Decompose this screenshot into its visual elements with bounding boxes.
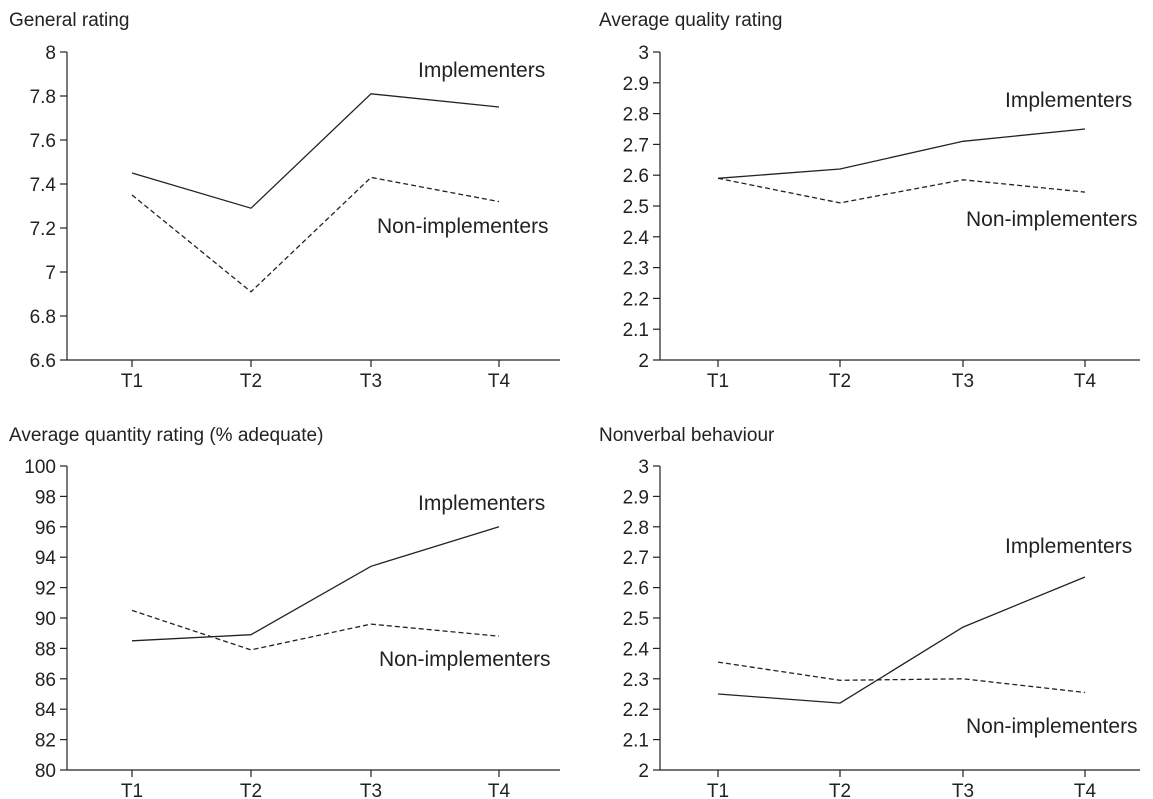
x-tick-label: T3 xyxy=(952,781,974,799)
y-tick-label: 2.1 xyxy=(623,320,649,341)
chart-plot: 6.6 6.8 7 7.2 7.4 7.6 7.8 8 T1 T2 T3 T4 Implementers… xyxy=(30,43,560,392)
chart-average-quantity-rating: Average quantity rating (% adequate) 80 8… xyxy=(0,400,580,799)
chart-plot: 2 2.1 2.2 2.3 2.4 2.5 2.6 2.7 2.8 2.9 3 T1 T2 T3 T4 Imp… xyxy=(623,457,1140,799)
x-tick-label: T2 xyxy=(240,781,262,799)
series-label: Implementers xyxy=(418,59,545,82)
series-line-non-implementers xyxy=(717,661,1086,694)
y-tick-label: 100 xyxy=(24,457,56,478)
series-line-implementers xyxy=(717,576,1086,704)
x-tick-label: T3 xyxy=(360,371,382,392)
y-tick-label: 2.1 xyxy=(623,731,649,752)
y-tick-label: 88 xyxy=(35,639,56,660)
series-line-implementers xyxy=(717,128,1086,179)
series-line-implementers xyxy=(131,93,500,209)
y-tick-label: 2.7 xyxy=(623,548,649,569)
y-tick-label: 7.6 xyxy=(30,131,56,152)
x-tick-label: T4 xyxy=(488,371,511,392)
y-tick-label: 90 xyxy=(35,609,56,630)
y-tick-label: 80 xyxy=(35,761,56,782)
y-tick-label: 2.3 xyxy=(623,259,649,280)
series-label: Implementers xyxy=(418,492,545,515)
y-tick-label: 86 xyxy=(35,670,56,691)
x-tick-label: T4 xyxy=(1074,371,1097,392)
y-tick-label: 7 xyxy=(45,263,56,284)
y-tick-label: 2 xyxy=(638,761,649,782)
x-tick-label: T1 xyxy=(121,371,143,392)
chart-average-quality-rating: Average quality rating 2 2.1 2.2 2.3 2.4 2.5 2… xyxy=(575,0,1153,400)
y-tick-label: 2.4 xyxy=(623,228,650,249)
chart-title: General rating xyxy=(9,10,130,31)
chart-title: Average quantity rating (% adequate) xyxy=(9,425,324,446)
y-tick-label: 7.4 xyxy=(30,175,57,196)
y-tick-label: 2.5 xyxy=(623,197,649,218)
x-tick-label: T1 xyxy=(707,371,729,392)
y-tick-label: 7.8 xyxy=(30,87,56,108)
y-tick-label: 2.2 xyxy=(623,289,649,310)
y-tick-label: 2.6 xyxy=(623,166,649,187)
y-tick-label: 98 xyxy=(35,487,56,508)
x-tick-label: T3 xyxy=(952,371,974,392)
y-tick-label: 7.2 xyxy=(30,219,56,240)
y-tick-label: 2 xyxy=(638,351,649,372)
y-tick-label: 2.6 xyxy=(623,579,649,600)
y-tick-label: 2.2 xyxy=(623,700,649,721)
series-line-non-implementers xyxy=(717,177,1086,204)
y-tick-label: 2.9 xyxy=(623,74,649,95)
series-line-non-implementers xyxy=(131,609,500,651)
y-tick-label: 6.6 xyxy=(30,351,56,372)
y-tick-label: 2.8 xyxy=(623,105,649,126)
y-tick-label: 94 xyxy=(35,548,57,569)
y-tick-label: 2.8 xyxy=(623,518,649,539)
y-tick-label: 2.7 xyxy=(623,135,649,156)
x-tick-label: T3 xyxy=(360,781,382,799)
series-label: Implementers xyxy=(1005,89,1132,112)
series-line-implementers xyxy=(131,526,500,642)
series-line-non-implementers xyxy=(131,176,500,293)
x-tick-label: T2 xyxy=(240,371,262,392)
chart-title: Average quality rating xyxy=(599,10,783,31)
y-tick-label: 3 xyxy=(638,457,649,478)
x-tick-label: T4 xyxy=(488,781,511,799)
series-label: Non-implementers xyxy=(966,208,1138,231)
y-tick-label: 2.5 xyxy=(623,609,649,630)
series-label: Non-implementers xyxy=(379,648,551,671)
y-tick-label: 2.3 xyxy=(623,670,649,691)
y-tick-label: 84 xyxy=(35,700,57,721)
x-tick-label: T2 xyxy=(829,781,851,799)
y-tick-label: 92 xyxy=(35,579,56,600)
series-label: Non-implementers xyxy=(966,715,1138,738)
y-tick-label: 82 xyxy=(35,731,56,752)
chart-nonverbal-behaviour: Nonverbal behaviour 2 2.1 2.2 2.3 2.4 2.5 2.6 2… xyxy=(575,400,1153,799)
chart-plot: 80 82 84 86 88 90 92 94 96 98 100 T1 T2 T3 T4 Implement… xyxy=(24,457,560,799)
chart-plot: 2 2.1 2.2 2.3 2.4 2.5 2.6 2.7 2.8 2.9 3 T1 T2 T3 T4 Imp… xyxy=(623,43,1140,392)
x-tick-label: T2 xyxy=(829,371,851,392)
y-tick-label: 96 xyxy=(35,518,56,539)
x-tick-label: T1 xyxy=(121,781,143,799)
x-tick-label: T4 xyxy=(1074,781,1097,799)
y-tick-label: 2.9 xyxy=(623,487,649,508)
series-label: Implementers xyxy=(1005,535,1132,558)
series-label: Non-implementers xyxy=(377,215,549,238)
y-tick-label: 3 xyxy=(638,43,649,64)
y-tick-label: 6.8 xyxy=(30,307,56,328)
x-tick-label: T1 xyxy=(707,781,729,799)
y-tick-label: 2.4 xyxy=(623,639,650,660)
chart-title: Nonverbal behaviour xyxy=(599,425,775,446)
y-tick-label: 8 xyxy=(45,43,56,64)
chart-general-rating: General rating 6.6 6.8 7 7.2 7.4 7.6 7.8 8 T1 T2 T… xyxy=(0,0,580,400)
